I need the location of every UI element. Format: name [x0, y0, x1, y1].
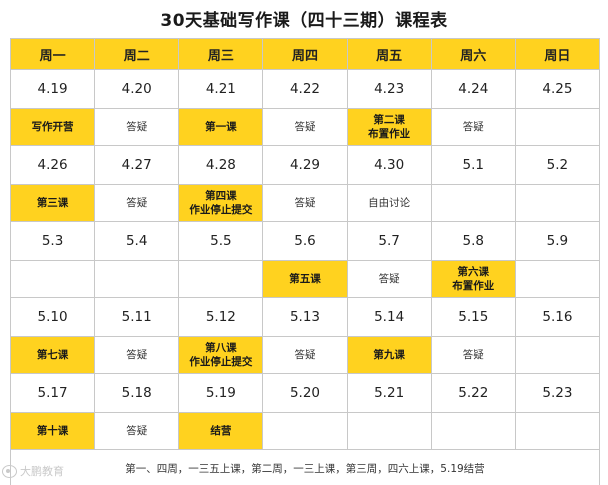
date-cell: 5.2 [514, 145, 601, 185]
activity-cell [262, 412, 348, 450]
watermark: 大鹏教育 [2, 460, 64, 482]
weekday-header: 周四 [262, 38, 348, 70]
date-cell: 5.11 [94, 297, 180, 337]
activity-cell: 答疑 [262, 184, 348, 222]
date-cell: 4.29 [262, 145, 348, 185]
activity-cell: 答疑 [430, 336, 516, 374]
watermark-logo-icon [2, 464, 17, 478]
date-cell: 5.22 [430, 373, 516, 413]
activity-row: 第五课 答疑 第六课 布置作业 [9, 260, 601, 298]
lesson-cell: 第十课 [9, 412, 96, 450]
date-cell: 4.26 [9, 145, 96, 185]
activity-cell [430, 412, 516, 450]
date-cell: 4.25 [514, 69, 601, 109]
date-cell: 5.6 [262, 221, 348, 261]
activity-cell [346, 412, 432, 450]
activity-cell: 答疑 [94, 108, 180, 146]
date-row: 5.3 5.4 5.5 5.6 5.7 5.8 5.9 [9, 221, 601, 261]
weekday-header: 周二 [94, 38, 180, 70]
date-cell: 5.15 [430, 297, 516, 337]
date-cell: 4.24 [430, 69, 516, 109]
activity-cell: 答疑 [94, 184, 180, 222]
date-row: 4.19 4.20 4.21 4.22 4.23 4.24 4.25 [9, 69, 601, 109]
activity-cell: 答疑 [262, 108, 348, 146]
date-row: 5.10 5.11 5.12 5.13 5.14 5.15 5.16 [9, 297, 601, 337]
date-cell: 5.16 [514, 297, 601, 337]
lesson-cell: 第五课 [262, 260, 348, 298]
weekday-header: 周三 [178, 38, 264, 70]
lesson-cell: 写作开营 [9, 108, 96, 146]
date-cell: 5.4 [94, 221, 180, 261]
date-cell: 4.21 [178, 69, 264, 109]
date-cell: 5.20 [262, 373, 348, 413]
date-cell: 5.21 [346, 373, 432, 413]
date-cell: 5.7 [346, 221, 432, 261]
weekday-header-row: 周一 周二 周三 周四 周五 周六 周日 [9, 38, 601, 70]
activity-row: 第十课 答疑 结营 [9, 412, 601, 450]
schedule-title: 30天基础写作课（四十三期）课程表 [160, 11, 448, 31]
weekday-header: 周六 [430, 38, 516, 70]
lesson-cell: 第八课 作业停止提交 [178, 336, 264, 374]
date-cell: 4.30 [346, 145, 432, 185]
schedule-footnote: 第一、四周，一三五上课，第二周，一三上课，第三周，四六上课，5.19结营 [10, 449, 600, 485]
footnote-row: 第一、四周，一三五上课，第二周，一三上课，第三周，四六上课，5.19结营 [10, 449, 600, 485]
activity-cell [514, 412, 601, 450]
date-cell: 5.12 [178, 297, 264, 337]
activity-cell [514, 260, 601, 298]
activity-cell: 答疑 [94, 336, 180, 374]
weekday-header: 周一 [9, 38, 96, 70]
date-cell: 4.20 [94, 69, 180, 109]
date-cell: 5.19 [178, 373, 264, 413]
date-cell: 5.14 [346, 297, 432, 337]
lesson-cell: 第四课 作业停止提交 [178, 184, 264, 222]
activity-row: 写作开营 答疑 第一课 答疑 第二课 布置作业 答疑 [9, 108, 601, 146]
date-cell: 5.13 [262, 297, 348, 337]
activity-cell: 答疑 [94, 412, 180, 450]
lesson-cell: 第三课 [9, 184, 96, 222]
activity-row: 第三课 答疑 第四课 作业停止提交 答疑 自由讨论 [9, 184, 601, 222]
activity-row: 第七课 答疑 第八课 作业停止提交 答疑 第九课 答疑 [9, 336, 601, 374]
schedule-body: 4.19 4.20 4.21 4.22 4.23 4.24 4.25 写作开营 答疑 第一课 答疑第… [9, 69, 601, 450]
activity-cell [514, 184, 601, 222]
date-cell: 5.23 [514, 373, 601, 413]
date-cell: 5.10 [9, 297, 96, 337]
activity-cell: 自由讨论 [346, 184, 432, 222]
activity-cell [178, 260, 264, 298]
lesson-cell: 第二课 布置作业 [346, 108, 432, 146]
activity-cell: 答疑 [262, 336, 348, 374]
activity-cell [514, 108, 601, 146]
date-cell: 4.28 [178, 145, 264, 185]
activity-cell [430, 184, 516, 222]
lesson-cell: 第六课 布置作业 [430, 260, 516, 298]
weekday-header: 周日 [514, 38, 601, 70]
lesson-cell: 第七课 [9, 336, 96, 374]
date-cell: 4.22 [262, 69, 348, 109]
lesson-cell: 第九课 [346, 336, 432, 374]
date-cell: 4.23 [346, 69, 432, 109]
date-row: 5.17 5.18 5.19 5.20 5.21 5.22 5.23 [9, 373, 601, 413]
activity-cell: 答疑 [430, 108, 516, 146]
weekday-header: 周五 [346, 38, 432, 70]
date-cell: 5.9 [514, 221, 601, 261]
date-cell: 5.5 [178, 221, 264, 261]
lesson-cell: 第一课 [178, 108, 264, 146]
date-cell: 5.8 [430, 221, 516, 261]
activity-cell: 答疑 [346, 260, 432, 298]
date-row: 4.26 4.27 4.28 4.29 4.30 5.1 5.2 [9, 145, 601, 185]
date-cell: 4.27 [94, 145, 180, 185]
date-cell: 4.19 [9, 69, 96, 109]
date-cell: 5.3 [9, 221, 96, 261]
date-cell: 5.18 [94, 373, 180, 413]
activity-cell [9, 260, 96, 298]
date-cell: 5.17 [9, 373, 96, 413]
watermark-text: 大鹏教育 [20, 465, 64, 478]
date-cell: 5.1 [430, 145, 516, 185]
course-schedule-table: 周一 周二 周三 周四 周五 周六 周日 4.19 4.20 4.21 4.22 4.2… [9, 38, 601, 485]
activity-cell [514, 336, 601, 374]
activity-cell [94, 260, 180, 298]
lesson-cell: 结营 [178, 412, 264, 450]
